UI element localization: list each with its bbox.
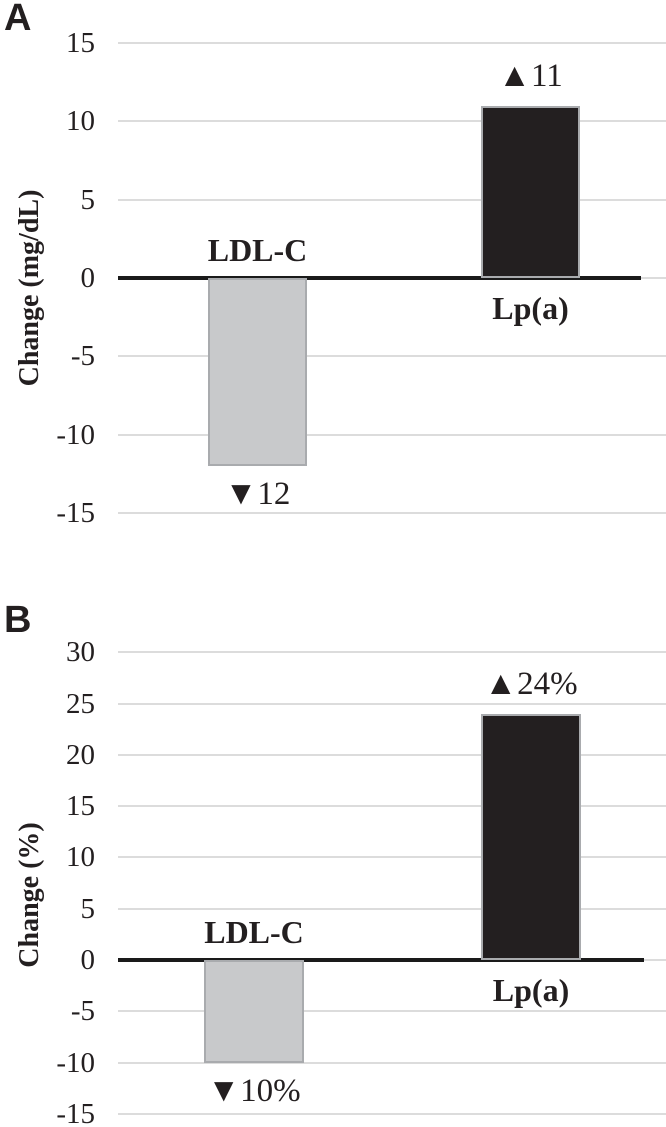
zero-axis-line	[118, 958, 644, 962]
gridline	[118, 42, 666, 45]
y-tick-label: 15	[66, 27, 95, 60]
bar-value-label: ▲24%	[484, 665, 578, 702]
gridline	[118, 1061, 666, 1064]
bar-lp-a	[481, 713, 581, 960]
bar-ldl-c	[208, 278, 307, 466]
y-tick-label: 5	[80, 183, 96, 216]
category-label: LDL-C	[207, 232, 308, 268]
panel-b-label: B	[4, 599, 32, 641]
y-tick-label: 25	[66, 687, 95, 720]
y-tick-label: 20	[66, 738, 95, 771]
gridline	[118, 805, 666, 808]
bar-value-label: ▼10%	[207, 1072, 301, 1109]
y-tick-label: 5	[80, 892, 96, 925]
bar-value-label: ▼12	[224, 475, 291, 512]
category-label: Lp(a)	[492, 290, 569, 326]
gridline	[118, 433, 666, 436]
y-tick-label: -5	[70, 995, 95, 1028]
y-tick-label: -5	[70, 340, 95, 373]
gridline	[118, 651, 666, 654]
bar-value-label: ▲11	[498, 57, 563, 94]
panel-a-label: A	[4, 0, 32, 39]
zero-axis-extension	[641, 277, 666, 279]
y-tick-label: 30	[66, 636, 95, 669]
gridline	[118, 120, 666, 123]
y-axis-label: Change (%)	[14, 822, 45, 968]
gridline	[118, 702, 666, 705]
y-tick-label: 0	[80, 944, 96, 976]
zero-axis-line	[118, 276, 641, 280]
y-tick-label: -15	[56, 496, 95, 529]
gridline	[118, 198, 666, 201]
gridline	[118, 856, 666, 859]
gridline	[118, 511, 666, 514]
gridline	[118, 1112, 666, 1115]
y-tick-label: -10	[56, 418, 95, 451]
gridline	[118, 1010, 666, 1013]
y-tick-label: 0	[80, 262, 96, 294]
category-label: Lp(a)	[492, 972, 570, 1008]
bar-ldl-c	[204, 960, 304, 1063]
y-tick-label: -15	[56, 1097, 95, 1127]
category-label: LDL-C	[204, 914, 304, 950]
y-tick-label: 10	[66, 105, 95, 138]
y-tick-label: -10	[56, 1046, 95, 1079]
y-tick-label: 10	[66, 841, 95, 874]
zero-axis-extension	[644, 959, 666, 961]
gridline	[118, 907, 666, 910]
y-tick-label: 15	[66, 790, 95, 823]
gridline	[118, 753, 666, 756]
bar-lp-a	[481, 105, 580, 278]
gridline	[118, 355, 666, 358]
y-axis-label: Change (mg/dL)	[14, 189, 45, 387]
